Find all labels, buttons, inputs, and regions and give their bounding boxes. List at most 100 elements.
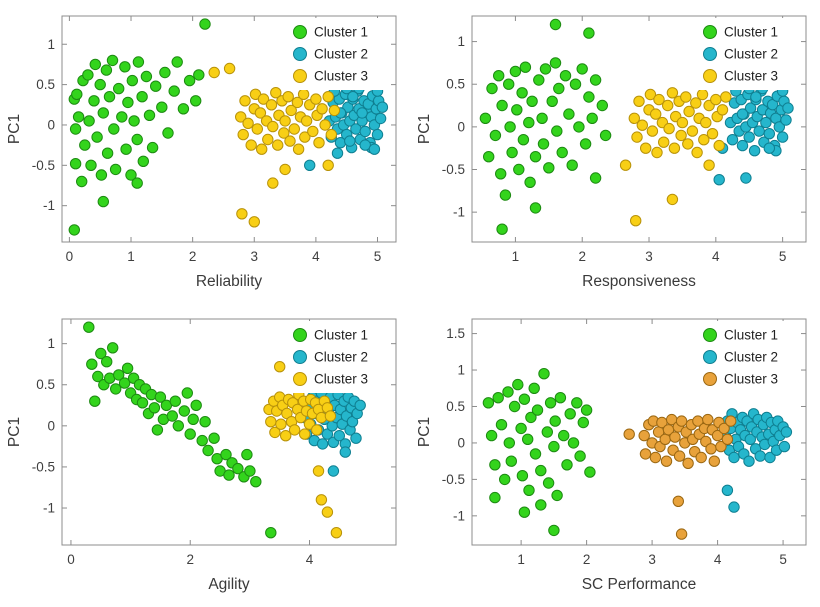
scatter-point	[322, 90, 334, 102]
scatter-point	[110, 383, 122, 395]
scatter-point	[720, 90, 732, 103]
scatter-point	[184, 428, 196, 440]
scatter-point	[330, 527, 343, 539]
scatter-point	[91, 130, 103, 143]
data-points	[83, 321, 366, 539]
legend-marker	[293, 372, 307, 386]
scatter-point	[328, 104, 341, 116]
scatter-point	[753, 124, 765, 137]
scatter-point	[113, 369, 125, 381]
scatter-point	[92, 370, 104, 383]
scatter-point	[695, 451, 707, 464]
scatter-point	[571, 397, 583, 409]
scatter-point	[316, 102, 328, 115]
scatter-point	[672, 495, 684, 508]
scatter-point	[508, 400, 521, 413]
subplot-responsiveness: 1 2 3 4 5 -1 -0.5 0 0.5 1 Responsiveness PC1 Cluster…	[414, 4, 816, 300]
scatter-point	[559, 69, 572, 81]
scatter-point	[628, 112, 641, 124]
scatter-point	[371, 128, 384, 140]
scatter-point	[760, 116, 772, 128]
scatter-point	[566, 159, 578, 171]
scatter-point	[79, 138, 91, 151]
x-axis-label: SC Performance	[582, 576, 697, 593]
scatter-point	[282, 90, 294, 102]
scatter-point	[128, 114, 140, 127]
scatter-point	[522, 433, 534, 446]
scatter-point	[516, 470, 529, 482]
scatter-point	[199, 416, 211, 428]
scatter-point	[321, 428, 334, 440]
legend-marker	[293, 350, 307, 364]
scatter-point	[660, 455, 673, 467]
x-tick-label: 3	[645, 249, 653, 264]
scatter-point	[495, 419, 508, 431]
scatter-point	[675, 129, 687, 141]
scatter-point	[94, 78, 106, 90]
scatter-point	[763, 142, 775, 154]
scatter-point	[554, 392, 567, 404]
legend: Cluster 1 Cluster 2 Cluster 3	[288, 321, 390, 393]
scatter-point	[187, 413, 199, 426]
scatter-point	[736, 139, 749, 151]
y-tick-label: -1	[453, 204, 465, 219]
y-axis-label: PC1	[416, 417, 433, 447]
scatter-point	[640, 142, 652, 154]
scatter-point	[529, 150, 542, 162]
scatter-point	[479, 112, 492, 124]
scatter-point	[653, 93, 665, 105]
scatter-point	[711, 429, 724, 442]
scatter-point	[103, 90, 116, 102]
scatter-point	[744, 101, 757, 114]
scatter-point	[702, 413, 714, 426]
legend-marker	[703, 46, 717, 61]
scatter-point	[515, 422, 527, 435]
scatter-point	[239, 94, 251, 107]
scatter-point	[548, 524, 560, 537]
scatter-point	[505, 455, 518, 467]
legend-label: Cluster 1	[724, 328, 778, 343]
scatter-point	[376, 101, 389, 113]
scatter-point	[327, 465, 340, 477]
scatter-point	[499, 473, 511, 486]
scatter-point	[721, 484, 734, 497]
scatter-point	[630, 214, 642, 226]
scatter-point	[177, 102, 190, 115]
scatter-point	[489, 129, 502, 141]
scatter-point	[72, 110, 85, 123]
scatter-point	[512, 378, 524, 391]
scatter-point	[316, 438, 329, 450]
scatter-point	[168, 84, 180, 97]
scatter-point	[524, 176, 536, 188]
scatter-point	[619, 159, 632, 171]
scatter-point	[686, 124, 699, 137]
scatter-point	[95, 347, 107, 360]
scatter-point	[623, 428, 635, 440]
y-tick-label: 0	[47, 418, 55, 433]
scatter-point	[89, 58, 102, 70]
scatter-point	[636, 119, 649, 131]
scatter-point	[339, 446, 351, 458]
scatter-point	[518, 506, 531, 518]
scatter-point	[279, 114, 291, 127]
scatter-point	[725, 415, 737, 427]
scatter-point	[736, 107, 749, 120]
y-tick-label: 0.5	[36, 77, 55, 92]
x-tick-label: 0	[67, 552, 75, 567]
legend-marker	[293, 68, 307, 83]
scatter-point	[350, 432, 362, 444]
scatter-point	[705, 443, 717, 455]
scatter-point	[589, 73, 602, 86]
scatter-point	[583, 90, 595, 103]
scatter-point	[523, 484, 535, 497]
scatter-point	[713, 139, 725, 151]
scatter-point	[183, 74, 196, 86]
scatter-point	[728, 451, 740, 464]
scatter-point	[344, 134, 356, 147]
legend-marker	[703, 24, 717, 39]
scatter-point	[535, 464, 547, 477]
scatter-point	[569, 78, 582, 90]
scatter-point	[291, 96, 304, 108]
legend-marker	[703, 328, 717, 342]
